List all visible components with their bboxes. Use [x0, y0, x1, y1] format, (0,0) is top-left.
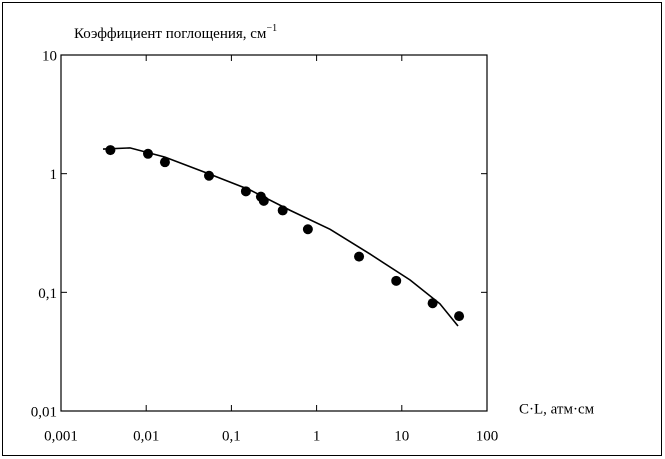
data-point [427, 298, 438, 309]
fit-curve [102, 147, 459, 327]
x-tick-label: 100 [476, 428, 499, 444]
x-tick-label: 0,1 [222, 428, 241, 444]
x-tick-label: 0,01 [133, 428, 159, 444]
data-point [258, 195, 269, 206]
data-point [159, 157, 170, 168]
data-point [302, 224, 313, 235]
y-tick-label: 0,01 [31, 404, 57, 420]
x-tick-label: 10 [394, 428, 409, 444]
data-point [391, 275, 402, 286]
y-tick-label: 0,1 [38, 286, 57, 302]
x-tick-label: 1 [313, 428, 321, 444]
y-tick-label: 1 [50, 167, 58, 183]
data-point [240, 186, 251, 197]
y-tick-label: 10 [42, 48, 57, 64]
x-tick-label: 0,001 [44, 428, 78, 444]
x-axis-label: C·L, атм·см [519, 401, 595, 417]
data-point [143, 148, 154, 159]
plot-box [60, 54, 488, 412]
data-point [277, 205, 288, 216]
data-point [204, 170, 215, 181]
y-axis-label: Коэффициент поглощения, см−1 [74, 23, 277, 42]
data-point [454, 311, 465, 322]
data-point [105, 145, 116, 156]
data-point [354, 251, 365, 262]
